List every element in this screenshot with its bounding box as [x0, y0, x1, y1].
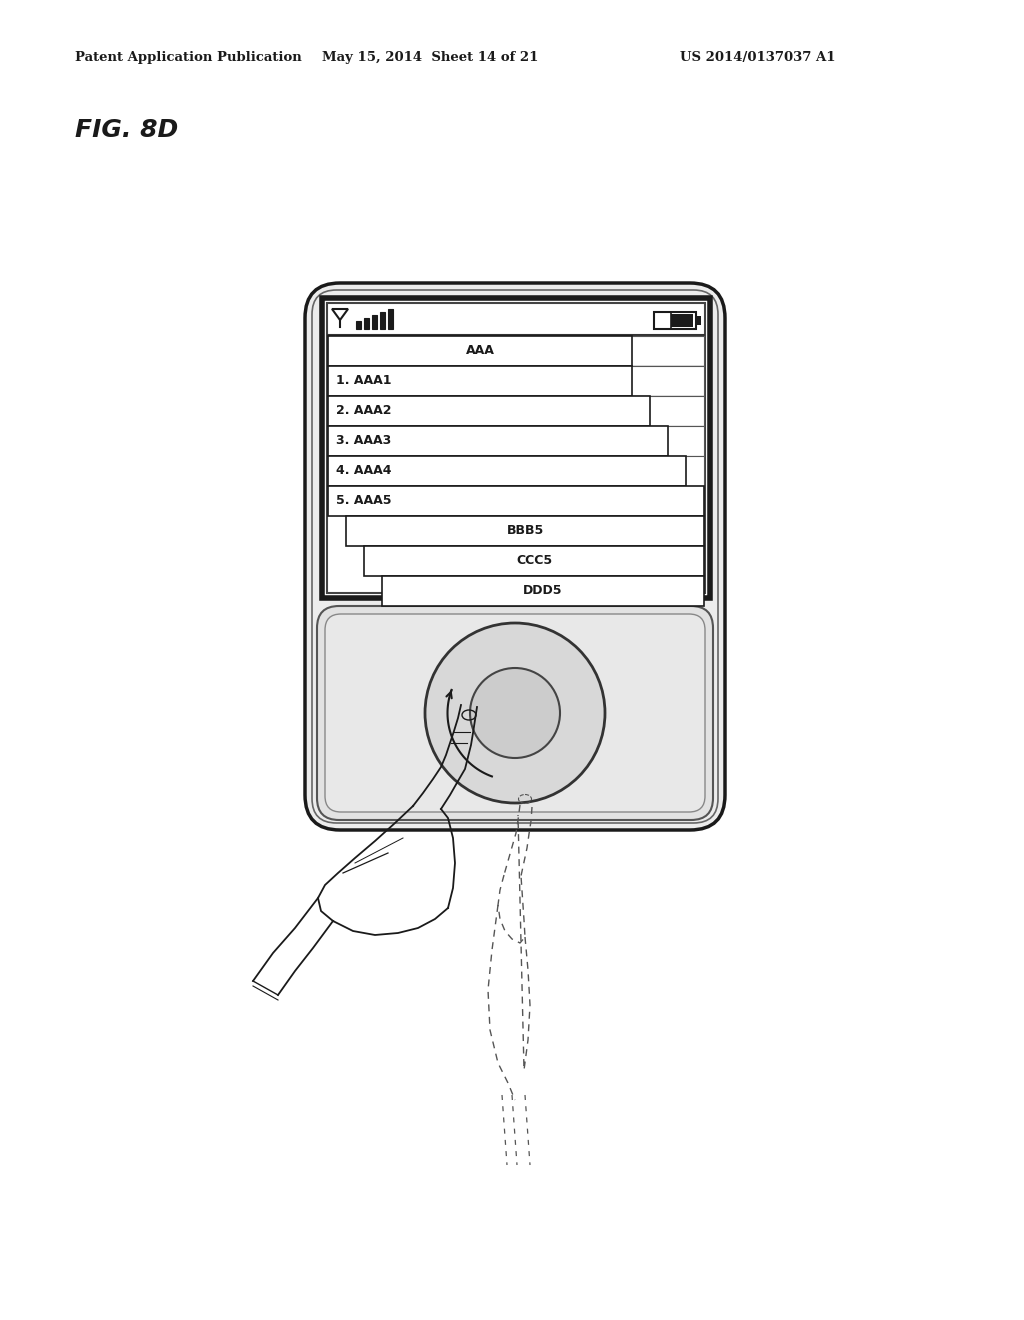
Bar — [364, 337, 705, 366]
Bar — [382, 366, 705, 396]
Text: 2. AAA2: 2. AAA2 — [336, 404, 391, 417]
Bar — [372, 315, 377, 329]
Bar — [328, 396, 650, 426]
Bar — [364, 396, 705, 426]
Bar — [382, 396, 705, 426]
Text: FIG. 8D: FIG. 8D — [75, 117, 178, 143]
Bar — [364, 366, 705, 396]
Bar — [346, 396, 705, 426]
Text: 4. AAA4: 4. AAA4 — [336, 465, 391, 478]
Bar — [346, 366, 705, 396]
Bar — [328, 366, 632, 396]
Bar — [364, 546, 705, 576]
Bar — [328, 337, 632, 366]
Bar — [328, 426, 668, 455]
Text: AAA: AAA — [466, 345, 495, 358]
Circle shape — [470, 668, 560, 758]
FancyBboxPatch shape — [305, 282, 725, 830]
Bar — [346, 337, 705, 366]
Bar — [328, 486, 705, 516]
Bar — [364, 318, 369, 329]
Bar — [346, 516, 705, 546]
Bar — [328, 455, 686, 486]
Circle shape — [425, 623, 605, 803]
Text: May 15, 2014  Sheet 14 of 21: May 15, 2014 Sheet 14 of 21 — [322, 51, 539, 65]
FancyBboxPatch shape — [325, 614, 705, 812]
FancyBboxPatch shape — [317, 606, 713, 820]
Bar — [400, 337, 705, 366]
Bar — [382, 337, 705, 366]
Bar — [380, 312, 385, 329]
Bar — [327, 304, 705, 593]
Text: BBB5: BBB5 — [507, 524, 544, 537]
Text: Patent Application Publication: Patent Application Publication — [75, 51, 302, 65]
Text: 3. AAA3: 3. AAA3 — [336, 434, 391, 447]
Text: US 2014/0137037 A1: US 2014/0137037 A1 — [680, 51, 836, 65]
Bar — [364, 426, 705, 455]
Bar — [696, 317, 701, 325]
Bar — [654, 312, 696, 329]
Bar — [346, 426, 705, 455]
Text: DDD5: DDD5 — [523, 585, 563, 598]
Bar — [388, 309, 393, 329]
Text: 1. AAA1: 1. AAA1 — [336, 375, 391, 388]
Text: 5. AAA5: 5. AAA5 — [336, 495, 391, 507]
Text: CCC5: CCC5 — [516, 554, 552, 568]
Bar — [356, 321, 361, 329]
Bar — [346, 455, 705, 486]
Bar — [671, 314, 693, 327]
Bar — [382, 576, 705, 606]
Bar — [322, 298, 710, 598]
Bar — [400, 366, 705, 396]
